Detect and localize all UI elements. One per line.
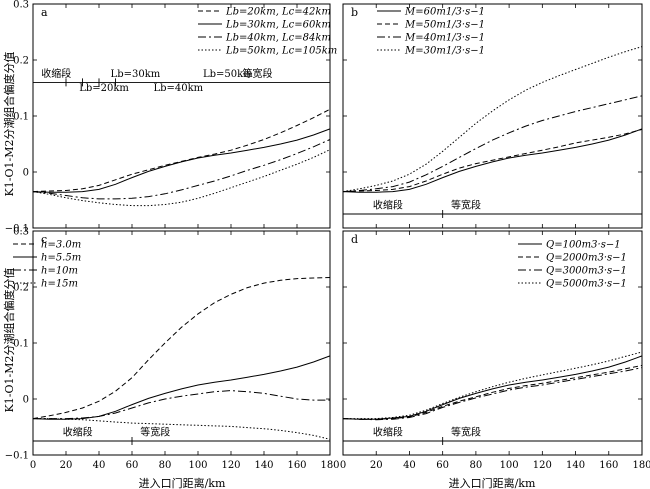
x-axis-label-right: 进入口门距离/km	[449, 476, 536, 489]
series-line-1	[342, 355, 643, 420]
x-tick-label: 0	[30, 460, 36, 471]
legend-label-3: h=10m	[41, 266, 78, 277]
x-tick-label: 80	[159, 460, 172, 471]
series-line-1	[32, 277, 331, 420]
x-tick-label: 40	[93, 460, 106, 471]
y-axis-label-bottom: K1-O1-M2分潮组合偏度分值	[2, 268, 16, 413]
y-tick-label: 0.1	[13, 339, 29, 350]
section-annotation: Lb=30km	[111, 69, 161, 80]
panel-letter-d: d	[351, 233, 358, 246]
legend-label-1: Q=100m3·s−1	[546, 240, 621, 251]
x-tick-label: 120	[533, 460, 552, 471]
legend-label-3: M=40m1/3·s−1	[404, 33, 485, 44]
legend-label-3: Q=3000m3·s−1	[546, 266, 627, 277]
series-line-3	[33, 390, 330, 420]
panel-b: b 收缩段 等宽段 M=60m1/3·s−1 M=50m1/3·s−1 M=40m1/3·…	[342, 3, 643, 229]
x-tick-label: 100	[188, 460, 207, 471]
section-annotation: 等宽段	[140, 425, 170, 438]
y-tick-label: 0.3	[13, 227, 29, 238]
series-line-2	[32, 128, 331, 193]
y-tick-label: 0	[23, 168, 29, 179]
x-tick-label: 60	[436, 460, 449, 471]
panel-c: 0 20 40 60 80 100 120 140 160 180−0.100.10.20.3c收…	[5, 227, 340, 472]
y-tick-label: −0.1	[5, 451, 29, 462]
x-tick-label: 0	[340, 460, 346, 471]
section-annotation: 收缩段	[63, 425, 93, 438]
legend-label-1: Lb=20km, Lc=42km	[225, 7, 331, 18]
x-axis-label-left: 进入口门距离/km	[139, 476, 226, 489]
y-tick-label: 0.2	[13, 56, 29, 67]
x-tick-label: 20	[60, 460, 73, 471]
legend-label-4: M=30m1/3·s−1	[404, 46, 485, 57]
legend-label-2: M=50m1/3·s−1	[404, 20, 485, 31]
series-line-3	[32, 139, 331, 200]
series-line-4	[343, 351, 643, 420]
x-tick-label: 100	[500, 460, 519, 471]
legend-label-2: Q=2000m3·s−1	[546, 253, 627, 264]
section-annotation: 等宽段	[451, 198, 481, 211]
series-line-3	[342, 367, 643, 421]
x-tick-label: 140	[566, 460, 585, 471]
series-line-1	[32, 108, 331, 193]
x-tick-label: 120	[221, 460, 240, 471]
plot-frame	[342, 3, 643, 229]
x-tick-label: 20	[370, 460, 383, 471]
series-line-2	[32, 355, 331, 420]
y-axis-label-top: K1-O1-M2分潮组合偏度分值	[2, 52, 16, 197]
legend-label-2: Lb=30km, Lc=60km	[225, 20, 331, 31]
x-tick-label: 40	[403, 460, 416, 471]
series-line-4	[33, 418, 331, 440]
series-line-3	[342, 95, 643, 193]
x-tick-label: 160	[599, 460, 618, 471]
legend-label-4: Q=5000m3·s−1	[546, 279, 627, 290]
y-tick-label: 0	[23, 395, 29, 406]
series-line-4	[342, 46, 643, 193]
x-tick-label: 80	[470, 460, 483, 471]
panel-letter-b: b	[351, 6, 358, 19]
section-annotation: Lb=40km	[153, 83, 203, 94]
section-annotation: 收缩段	[373, 198, 403, 211]
y-tick-label: 0.2	[13, 283, 29, 294]
series-line-2	[342, 364, 643, 420]
series-line-2	[342, 128, 643, 193]
panel-letter-a: a	[41, 6, 48, 19]
y-tick-label: −0.1	[5, 224, 29, 235]
panel-letter-c: c	[41, 233, 47, 246]
section-annotation: 收缩段	[373, 425, 403, 438]
x-tick-label: 140	[254, 460, 273, 471]
x-tick-label: 180	[320, 460, 339, 471]
section-annotation: 等宽段	[451, 425, 481, 438]
y-tick-label: 0.3	[13, 0, 29, 11]
series-line-4	[32, 149, 331, 207]
section-annotation: 收缩段	[41, 67, 71, 80]
legend-label-4: Lb=50km, Lc=105km	[225, 46, 337, 57]
x-tick-label: 180	[632, 460, 650, 471]
y-tick-label: 0.1	[13, 112, 29, 123]
legend-label-2: h=5.5m	[41, 253, 81, 264]
panel-d: 0 20 40 60 80 100 120 140 160 180 d 收缩段 等宽段 Q=100m3·s…	[340, 230, 650, 471]
legend-label-1: h=3.0m	[41, 240, 81, 251]
legend-label-3: Lb=40km, Lc=84km	[225, 33, 331, 44]
section-annotation: Lb=50km	[203, 69, 253, 80]
x-tick-label: 60	[126, 460, 139, 471]
legend-label-4: h=15m	[41, 279, 78, 290]
x-tick-label: 160	[287, 460, 306, 471]
series-line-1	[342, 128, 643, 193]
legend-label-1: M=60m1/3·s−1	[404, 7, 485, 18]
section-annotation: 等宽段	[243, 67, 273, 80]
section-annotation: Lb=20km	[79, 83, 129, 94]
